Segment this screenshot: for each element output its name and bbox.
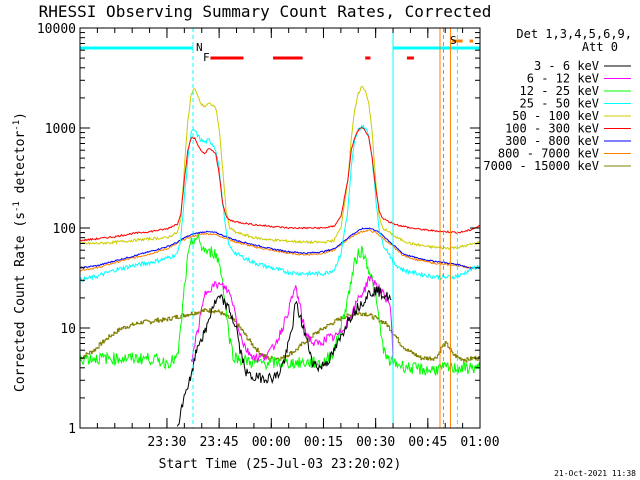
- series-layer: [80, 85, 480, 427]
- marker-label-s: S: [450, 34, 457, 47]
- series-line-300-800-kev: [80, 227, 480, 269]
- chart-title: RHESSI Observing Summary Count Rates, Co…: [39, 2, 492, 21]
- y-tick-label: 1000: [45, 122, 76, 137]
- series-line-7000-15000-kev: [80, 308, 480, 363]
- x-tick-label: 00:30: [356, 435, 395, 450]
- legend-label: 100 - 300 keV: [505, 122, 599, 136]
- x-tick-label: 23:45: [200, 435, 239, 450]
- series-line-3-6-kev: [176, 286, 392, 427]
- legend-header-line-1: Det 1,3,4,5,6,9,: [516, 27, 632, 41]
- y-tick-label: 10000: [37, 22, 76, 37]
- legend-header-line-2: Att 0: [582, 40, 618, 54]
- series-line-25-50-kev: [80, 124, 480, 283]
- x-tick-label: 00:45: [408, 435, 447, 450]
- series-line-12-25-kev: [80, 233, 480, 377]
- marker-label-f: F: [203, 51, 210, 64]
- legend-label: 50 - 100 keV: [512, 109, 599, 123]
- markers-layer: NF S: [79, 28, 480, 428]
- x-tick-label: 01:00: [460, 435, 499, 450]
- y-tick-label: 100: [53, 222, 76, 237]
- x-tick-label: 23:30: [147, 435, 186, 450]
- x-tick-label: 00:15: [304, 435, 343, 450]
- legend-label: 6 - 12 keV: [527, 72, 599, 86]
- legend-label: 3 - 6 keV: [534, 59, 599, 73]
- series-line-6-12-kev: [190, 275, 394, 364]
- legend-label: 800 - 7000 keV: [498, 147, 599, 161]
- legend-label: 25 - 50 keV: [520, 97, 599, 111]
- y-axis-label: Corrected Count Rate (s-1 detector-1): [12, 112, 28, 392]
- legend-label: 12 - 25 keV: [520, 84, 599, 98]
- series-line-100-300-kev: [80, 127, 480, 242]
- axes-layer: 1 10 100 1000 10000 23:30 23:45 00:00 00:15 00:30…: [37, 22, 500, 450]
- legend-label: 7000 - 15000 keV: [483, 159, 599, 173]
- series-line-800-7000-kev: [80, 229, 480, 272]
- legend-label: 300 - 800 keV: [505, 134, 599, 148]
- x-tick-label: 00:00: [252, 435, 291, 450]
- plot-frame: [79, 27, 481, 429]
- y-tick-label: 10: [60, 322, 76, 337]
- series-line-50-100-kev: [80, 85, 480, 250]
- svg-text:Corrected Count Rate (s-1 dete: Corrected Count Rate (s-1 detector-1): [12, 112, 28, 392]
- marker-label-n: N: [196, 41, 203, 54]
- y-tick-label: 1: [68, 422, 76, 437]
- x-axis-label: Start Time (25-Jul-03 23:20:02): [159, 457, 402, 472]
- timestamp: 21-Oct-2021 11:38: [554, 469, 636, 478]
